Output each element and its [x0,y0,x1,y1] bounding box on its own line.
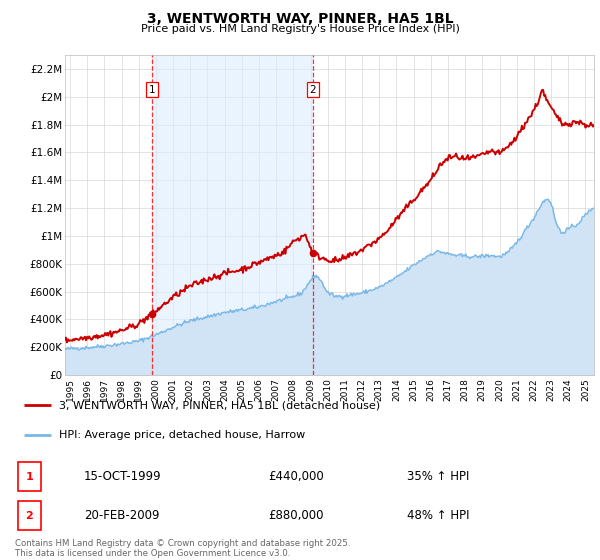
Text: 2: 2 [26,511,33,521]
Text: 1: 1 [149,85,155,95]
FancyBboxPatch shape [18,462,41,491]
Text: 15-OCT-1999: 15-OCT-1999 [84,470,162,483]
Bar [152,55,313,375]
Text: 2: 2 [310,85,316,95]
Text: Contains HM Land Registry data © Crown copyright and database right 2025.
This d: Contains HM Land Registry data © Crown c… [15,539,350,558]
Text: 3, WENTWORTH WAY, PINNER, HA5 1BL (detached house): 3, WENTWORTH WAY, PINNER, HA5 1BL (detac… [59,400,380,410]
Text: Price paid vs. HM Land Registry's House Price Index (HPI): Price paid vs. HM Land Registry's House … [140,24,460,34]
Text: 48% ↑ HPI: 48% ↑ HPI [407,509,469,522]
Text: HPI: Average price, detached house, Harrow: HPI: Average price, detached house, Harr… [59,430,305,440]
Text: £440,000: £440,000 [268,470,324,483]
Text: 3, WENTWORTH WAY, PINNER, HA5 1BL: 3, WENTWORTH WAY, PINNER, HA5 1BL [146,12,454,26]
FancyBboxPatch shape [18,501,41,530]
Text: 1: 1 [26,472,33,482]
Text: 20-FEB-2009: 20-FEB-2009 [84,509,160,522]
Text: £880,000: £880,000 [268,509,324,522]
Text: 35% ↑ HPI: 35% ↑ HPI [407,470,469,483]
